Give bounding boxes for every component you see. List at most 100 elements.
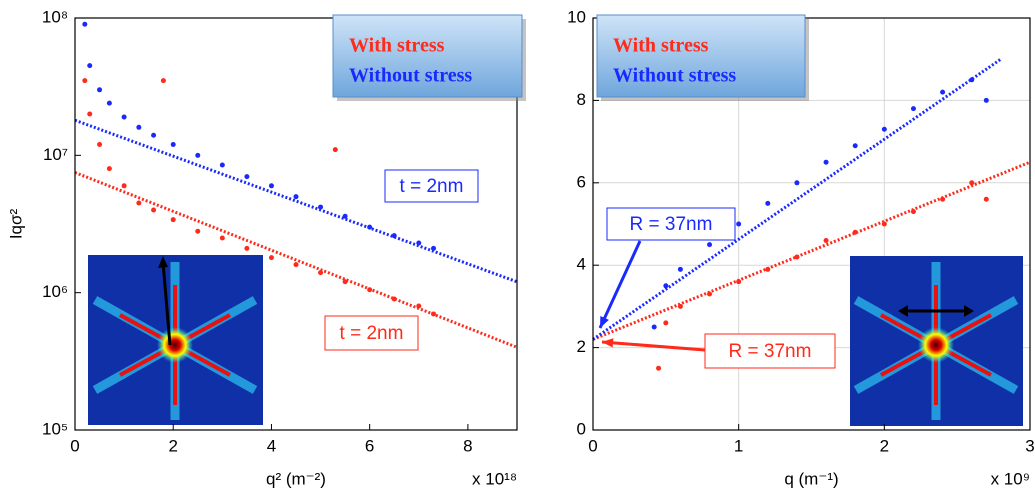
data-point [97,87,102,92]
data-point [151,207,156,212]
data-point [244,174,249,179]
data-point [882,127,887,132]
data-point [392,233,397,238]
annotation: t = 2nm [340,323,404,344]
data-point [220,163,225,168]
data-point [969,77,974,82]
annotation: R = 37nm [630,214,713,235]
data-point [122,183,127,188]
y-tick-label: 10⁸ [42,7,68,26]
data-point [392,296,397,301]
legend-label: Without stress [613,65,736,87]
data-point [678,304,683,309]
data-point [794,180,799,185]
data-point [911,209,916,214]
data-point [161,78,166,83]
data-point [882,222,887,227]
data-point [294,194,299,199]
data-point [416,303,421,308]
data-point [736,222,741,227]
y-tick-label: 2 [577,337,586,356]
y-tick-label: 6 [577,172,586,191]
x-axis-label: q (m⁻¹) [784,469,838,488]
x-tick-label: 8 [463,436,472,455]
data-point [431,246,436,251]
data-point [136,200,141,205]
arrow-head [602,338,613,347]
data-point [97,142,102,147]
data-point [794,254,799,259]
data-point [984,197,989,202]
legend-label: With stress [613,35,709,57]
data-point [765,201,770,206]
data-point [707,292,712,297]
arrow [600,241,640,328]
x-tick-label: 3 [1025,436,1034,455]
y-tick-label: 4 [577,255,586,274]
data-point [765,267,770,272]
data-point [318,205,323,210]
y-tick-label: 0 [577,419,586,438]
data-point [82,78,87,83]
data-point [678,267,683,272]
data-point [343,214,348,219]
x-tick-label: 0 [70,436,79,455]
data-point [663,320,668,325]
data-point [333,147,338,152]
data-point [940,197,945,202]
x-axis-label: q² (m⁻²) [266,469,326,488]
data-point [195,153,200,158]
x-multiplier: x 10¹⁸ [472,469,517,488]
data-point [82,22,87,27]
y-tick-label: 8 [577,90,586,109]
legend-label: Without stress [349,65,472,87]
data-point [656,366,661,371]
data-point [294,262,299,267]
data-point [969,180,974,185]
figure: 0 2 4 6 8 10⁵ 10⁶ 10⁷ 10⁸ q² (m⁻²) x 10¹⁸ Iqσ² t = 2… [0,0,1035,498]
data-point [853,143,858,148]
x-tick-label: 2 [880,436,889,455]
y-tick-label: 10 [567,7,586,26]
data-point [195,229,200,234]
data-point [911,106,916,111]
data-point [367,287,372,292]
data-point [707,242,712,247]
y-tick-label: 10⁷ [43,145,68,164]
data-point [87,111,92,116]
data-point [171,142,176,147]
annotation: R = 37nm [729,341,812,362]
arrow [602,342,705,350]
data-point [824,160,829,165]
data-point [269,183,274,188]
annotation: t = 2nm [400,176,464,197]
data-point [122,115,127,120]
data-point [416,240,421,245]
x-tick-label: 6 [365,436,374,455]
x-multiplier: x 10⁹ [991,469,1030,488]
inset-image [88,255,263,425]
data-point [431,311,436,316]
y-tick-label: 10⁶ [42,282,68,301]
data-point [367,225,372,230]
data-point [269,255,274,260]
x-tick-label: 1 [734,436,743,455]
data-point [736,279,741,284]
data-point [87,63,92,68]
y-tick-label: 10⁵ [42,419,68,438]
inset-image [850,256,1023,426]
y-axis-label: Iqσ² [6,209,25,240]
x-tick-label: 2 [168,436,177,455]
data-point [984,98,989,103]
legend-label: With stress [349,35,445,57]
data-point [824,238,829,243]
data-point [220,236,225,241]
data-point [136,125,141,130]
data-point [663,283,668,288]
data-point [853,230,858,235]
x-tick-label: 4 [267,436,276,455]
data-point [652,325,657,330]
data-point [244,246,249,251]
data-point [171,217,176,222]
x-tick-label: 0 [588,436,597,455]
